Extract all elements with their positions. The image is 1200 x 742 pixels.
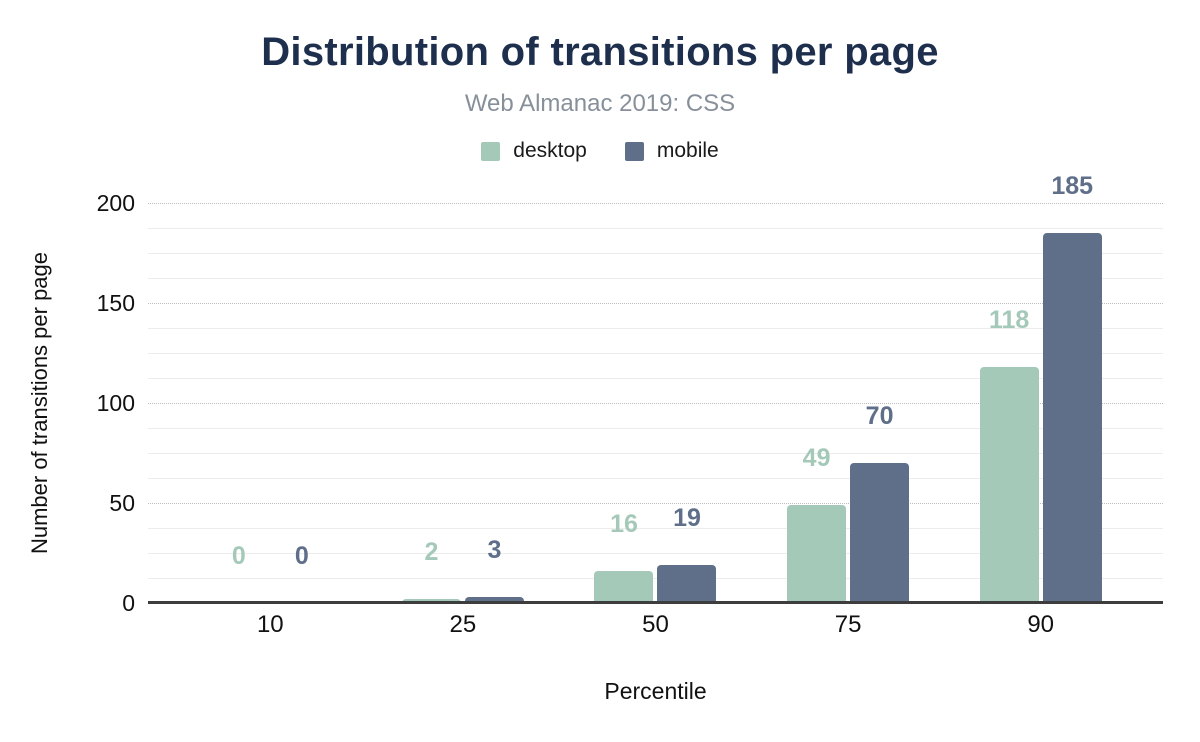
minor-gridline-162.5 bbox=[148, 278, 1163, 279]
minor-gridline-37.5 bbox=[148, 528, 1163, 529]
bar-slot-mobile-50: 19 bbox=[657, 203, 717, 603]
x-axis-line bbox=[148, 601, 1163, 604]
minor-gridline-187.5 bbox=[148, 228, 1163, 229]
x-tick-75: 75 bbox=[834, 611, 862, 638]
bar-slot-desktop-75: 49 bbox=[787, 203, 847, 603]
x-tick-90: 90 bbox=[1027, 611, 1055, 638]
bar-slot-desktop-10: 0 bbox=[209, 203, 268, 603]
bar-mobile-50 bbox=[657, 565, 717, 603]
chart-title: Distribution of transitions per page bbox=[261, 30, 939, 74]
bar-slot-mobile-25: 3 bbox=[464, 203, 524, 603]
minor-gridline-125 bbox=[148, 353, 1163, 354]
y-tick-0: 0 bbox=[122, 590, 135, 616]
major-gridline-100 bbox=[148, 403, 1163, 404]
bar-slot-mobile-10: 0 bbox=[272, 203, 331, 603]
x-tick-10: 10 bbox=[256, 611, 284, 638]
legend-item-desktop: desktop bbox=[481, 139, 587, 163]
minor-gridline-12.5 bbox=[148, 578, 1163, 579]
minor-gridline-25 bbox=[148, 553, 1163, 554]
minor-gridline-62.5 bbox=[148, 478, 1163, 479]
bar-slot-mobile-75: 70 bbox=[850, 203, 910, 603]
value-label-mobile-50: 19 bbox=[673, 504, 701, 532]
x-tick-25: 25 bbox=[449, 611, 477, 638]
major-gridline-200 bbox=[148, 203, 1163, 204]
major-gridline-50 bbox=[148, 503, 1163, 504]
bar-slot-desktop-90: 118 bbox=[979, 203, 1039, 603]
y-axis-ticks: 0 50 100 150 200 bbox=[50, 190, 135, 616]
bar-group-50: 16 19 bbox=[559, 203, 752, 603]
bar-desktop-75 bbox=[787, 505, 847, 603]
bar-group-90: 118 185 bbox=[944, 172, 1137, 603]
value-label-mobile-10: 0 bbox=[294, 542, 309, 570]
bar-group-75: 49 70 bbox=[752, 203, 945, 603]
bar-groups: 0 0 2 3 16 19 49 70 118 185 bbox=[148, 172, 1163, 603]
value-label-mobile-25: 3 bbox=[487, 536, 502, 564]
bar-desktop-90 bbox=[979, 367, 1039, 603]
bar-slot-desktop-25: 2 bbox=[401, 203, 461, 603]
bar-slot-desktop-50: 16 bbox=[594, 203, 654, 603]
legend-swatch-mobile bbox=[624, 141, 644, 161]
bar-mobile-90 bbox=[1042, 233, 1102, 603]
value-label-mobile-90: 185 bbox=[1051, 172, 1094, 200]
value-label-desktop-75: 49 bbox=[802, 444, 831, 472]
minor-gridline-137.5 bbox=[148, 328, 1163, 329]
value-label-desktop-25: 2 bbox=[424, 538, 439, 566]
minor-gridline-175 bbox=[148, 253, 1163, 254]
y-tick-100: 100 bbox=[96, 390, 135, 416]
x-axis-title: Percentile bbox=[604, 678, 707, 704]
bar-mobile-25 bbox=[464, 597, 524, 603]
legend-label-desktop: desktop bbox=[513, 139, 587, 162]
legend-label-mobile: mobile bbox=[656, 139, 719, 162]
bar-desktop-50 bbox=[594, 571, 654, 603]
x-axis-ticks: 10 25 50 75 90 bbox=[148, 611, 1163, 639]
legend: desktop mobile bbox=[0, 139, 1200, 163]
value-label-desktop-90: 118 bbox=[989, 306, 1030, 334]
value-label-desktop-50: 16 bbox=[610, 510, 638, 538]
value-label-desktop-10: 0 bbox=[231, 542, 246, 570]
minor-gridline-112.5 bbox=[148, 378, 1163, 379]
legend-item-mobile: mobile bbox=[624, 139, 719, 163]
minor-gridline-75 bbox=[148, 453, 1163, 454]
y-tick-200: 200 bbox=[96, 190, 135, 216]
plot-area: 0 0 2 3 16 19 49 70 118 185 bbox=[148, 172, 1163, 604]
major-gridline-150 bbox=[148, 303, 1163, 304]
legend-swatch-desktop bbox=[481, 141, 501, 161]
chart-subtitle: Web Almanac 2019: CSS bbox=[464, 90, 736, 117]
bar-slot-mobile-90: 185 bbox=[1042, 172, 1102, 603]
minor-gridline-87.5 bbox=[148, 428, 1163, 429]
value-label-mobile-75: 70 bbox=[865, 402, 894, 430]
bar-mobile-75 bbox=[850, 463, 910, 603]
y-tick-150: 150 bbox=[96, 290, 135, 316]
y-tick-50: 50 bbox=[109, 490, 135, 516]
x-tick-50: 50 bbox=[642, 611, 669, 638]
